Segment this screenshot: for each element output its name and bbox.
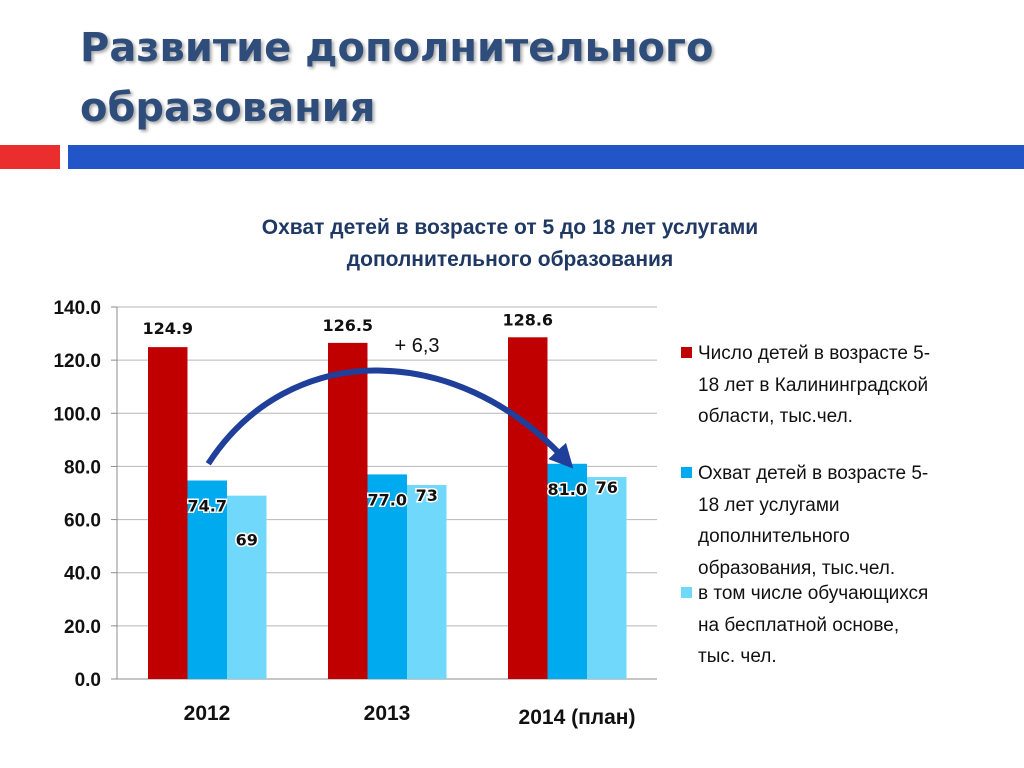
- data-label: 73: [416, 486, 438, 505]
- legend-text-line: образования, тыс.чел.: [698, 557, 896, 579]
- x-tick-label: 2012: [184, 702, 231, 725]
- x-tick-label: 2013: [364, 702, 411, 725]
- data-label: 77.0: [368, 490, 407, 509]
- bar-series-1-2013: [328, 342, 368, 679]
- legend-text-coverage: Охват детей в возрасте 5- 18 лет услугам…: [698, 458, 988, 584]
- legend-text-line: области, тыс.чел.: [698, 406, 853, 427]
- legend-text-line: Число детей в возрасте 5-: [698, 343, 931, 364]
- y-tick-label: 60.0: [64, 511, 101, 532]
- chart-title: Охват детей в возрасте от 5 до 18 лет ус…: [150, 212, 870, 276]
- data-label: 124.9: [142, 319, 193, 338]
- y-tick-label: 0.0: [75, 670, 101, 691]
- bar-series-2-2014: [547, 463, 587, 679]
- legend-text-line: дополнительного: [698, 526, 850, 547]
- slide-title-line-1: Развитие дополнительного: [80, 25, 714, 71]
- data-label: 126.5: [322, 316, 373, 335]
- y-tick-label: 120.0: [53, 351, 101, 372]
- data-label: 76: [596, 478, 618, 497]
- bar-series-2-2012: [187, 480, 227, 679]
- legend-text-population: Число детей в возрасте 5- 18 лет в Калин…: [698, 338, 988, 433]
- slide-title: Развитие дополнительного образования: [80, 18, 980, 138]
- data-label: 69: [236, 531, 258, 550]
- bar-series-3-2012: [227, 495, 267, 679]
- legend-text-line: 18 лет услугами: [698, 494, 840, 516]
- y-tick-label: 20.0: [64, 617, 101, 638]
- data-label: 81.0: [548, 480, 587, 499]
- legend-swatch-free: [681, 587, 692, 598]
- bar-series-3-2014: [587, 477, 627, 679]
- y-tick-label: 140.0: [53, 298, 101, 319]
- data-label: 128.6: [502, 310, 553, 329]
- x-tick-label: 2014 (план): [519, 706, 636, 729]
- y-tick-label: 100.0: [53, 404, 101, 425]
- legend-text-line: на бесплатной основе,: [698, 614, 900, 636]
- legend-text-line: 18 лет в Калининградской: [698, 374, 929, 396]
- legend-text-line: тыс. чел.: [698, 646, 777, 667]
- bar-series-1-2014: [508, 337, 548, 679]
- legend-swatch-population: [681, 347, 692, 358]
- bar-series-2-2013: [367, 474, 407, 679]
- growth-arrow: [205, 367, 574, 469]
- data-label: 74.7: [188, 497, 227, 516]
- y-tick-label: 40.0: [64, 564, 101, 585]
- accent-bar-red: [0, 145, 60, 169]
- legend-text-line: Охват детей в возрасте 5-: [698, 463, 929, 484]
- chart-title-line-1: Охват детей в возрасте от 5 до 18 лет ус…: [261, 216, 759, 239]
- bar-series-1-2012: [148, 347, 188, 679]
- legend-text-line: в том числе обучающихся: [698, 583, 929, 604]
- growth-annotation: + 6,3: [394, 335, 439, 357]
- y-tick-label: 80.0: [64, 457, 101, 478]
- chart-title-line-2: дополнительного образования: [346, 248, 674, 271]
- legend-swatch-coverage: [681, 467, 692, 478]
- slide-title-line-2: образования: [80, 85, 376, 131]
- bar-series-3-2013: [407, 485, 447, 679]
- accent-bar-blue: [68, 145, 1024, 169]
- legend-text-free: в том числе обучающихся на бесплатной ос…: [698, 578, 988, 673]
